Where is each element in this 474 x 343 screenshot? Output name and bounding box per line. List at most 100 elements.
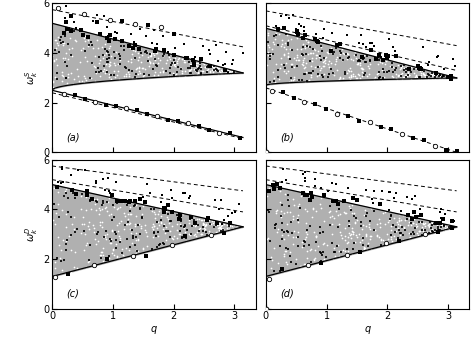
Point xyxy=(395,218,402,224)
Point xyxy=(53,45,60,51)
Point xyxy=(101,46,109,51)
Point xyxy=(71,249,78,254)
Point xyxy=(96,207,104,213)
Point xyxy=(352,52,359,58)
Point xyxy=(54,189,61,194)
Point xyxy=(110,69,118,74)
Point xyxy=(376,59,383,64)
Point xyxy=(301,32,309,37)
Point xyxy=(382,238,389,244)
Point xyxy=(439,73,447,79)
Point xyxy=(363,210,371,215)
Point xyxy=(387,234,395,240)
Point xyxy=(106,62,114,68)
Point xyxy=(295,21,303,26)
Point xyxy=(52,74,59,80)
Point xyxy=(317,195,325,200)
Point xyxy=(319,72,326,78)
Point xyxy=(431,75,439,81)
Point xyxy=(336,75,343,80)
Point xyxy=(90,229,98,235)
Point xyxy=(167,62,174,68)
Point xyxy=(172,71,180,77)
Point xyxy=(314,39,322,45)
Point xyxy=(428,226,436,232)
Point xyxy=(226,131,233,136)
Point xyxy=(354,58,362,63)
Point xyxy=(133,71,140,77)
Point xyxy=(266,79,274,85)
Point xyxy=(298,239,306,245)
Point xyxy=(311,184,319,189)
Point xyxy=(423,74,431,79)
Point xyxy=(275,76,283,82)
Point xyxy=(281,51,288,57)
Point xyxy=(333,111,341,116)
Point xyxy=(401,72,409,78)
Point xyxy=(190,216,198,222)
Point xyxy=(166,70,174,76)
Point xyxy=(160,206,168,212)
Point xyxy=(405,220,413,225)
Point xyxy=(153,41,161,47)
Point xyxy=(395,239,402,244)
Point xyxy=(329,51,337,57)
Point xyxy=(325,58,333,64)
Point xyxy=(402,69,410,74)
Point xyxy=(440,226,447,232)
Point xyxy=(411,74,419,79)
Point xyxy=(222,68,229,73)
Point xyxy=(310,230,318,235)
Point xyxy=(112,231,120,237)
Point xyxy=(344,57,351,62)
Point xyxy=(282,245,290,250)
Point xyxy=(302,60,310,66)
Point xyxy=(345,235,352,240)
Point xyxy=(189,224,196,229)
Point xyxy=(428,222,436,228)
Point xyxy=(294,31,302,37)
Point xyxy=(334,212,341,218)
Point xyxy=(157,24,164,30)
Point xyxy=(68,54,76,59)
Point xyxy=(97,253,105,258)
Point xyxy=(193,60,201,66)
Point xyxy=(116,53,124,59)
Point xyxy=(262,306,270,311)
Point xyxy=(286,56,294,61)
Point xyxy=(320,63,328,68)
Point xyxy=(201,223,209,228)
Point xyxy=(139,245,147,251)
Point xyxy=(145,72,153,78)
Point xyxy=(396,67,403,72)
Point xyxy=(74,73,82,79)
Point xyxy=(438,224,445,229)
Point xyxy=(154,219,161,224)
Point xyxy=(400,65,407,70)
Point xyxy=(292,26,300,32)
Point xyxy=(99,252,107,258)
Point xyxy=(155,222,163,227)
Point xyxy=(59,237,67,243)
Point xyxy=(141,227,149,232)
Point xyxy=(301,261,308,267)
Point xyxy=(412,73,419,79)
Point xyxy=(440,223,447,229)
Point xyxy=(336,51,344,56)
Point xyxy=(214,220,221,225)
Point xyxy=(390,215,397,221)
Point xyxy=(399,74,406,80)
Point xyxy=(390,195,397,201)
Point xyxy=(446,224,454,229)
Point xyxy=(386,63,394,69)
Point xyxy=(312,208,319,213)
Point xyxy=(397,66,404,71)
Point xyxy=(301,71,308,76)
Point xyxy=(191,59,199,64)
Point xyxy=(349,246,357,251)
Point xyxy=(419,71,427,76)
Point xyxy=(407,64,415,70)
Point xyxy=(314,48,322,53)
Point xyxy=(357,65,365,71)
Point xyxy=(272,221,280,226)
